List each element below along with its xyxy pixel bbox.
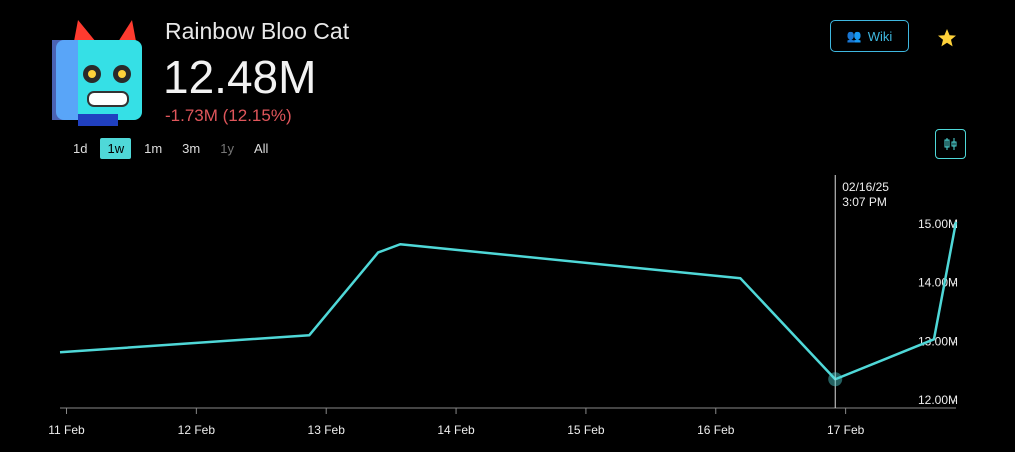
price: 12.48M xyxy=(163,51,317,103)
favorite-star[interactable] xyxy=(937,28,957,48)
item-icon xyxy=(52,20,142,126)
range-selector: 1d 1w 1m 3m 1y All xyxy=(66,138,275,159)
range-button[interactable]: 3m xyxy=(182,141,201,156)
range-button[interactable]: 1y xyxy=(220,141,234,156)
item-title: Rainbow Bloo Cat xyxy=(165,18,350,44)
x-tick-label: 13 Feb xyxy=(308,423,346,437)
y-tick-label: 14.00M xyxy=(918,276,958,290)
y-tick-label: 13.00M xyxy=(918,334,958,348)
x-tick-label: 17 Feb xyxy=(827,423,865,437)
chart-type-button[interactable] xyxy=(935,129,966,159)
x-tick-label: 11 Feb xyxy=(48,423,85,437)
chart-type-icon xyxy=(944,138,957,150)
tooltip-time: 3:07 PM xyxy=(842,195,887,209)
wiki-label: Wiki xyxy=(867,28,893,44)
range-button[interactable]: 1w xyxy=(100,138,132,159)
x-tick-label: 14 Feb xyxy=(437,423,475,437)
range-button[interactable]: All xyxy=(253,141,269,156)
wiki-button[interactable]: 👥 Wiki xyxy=(830,20,909,52)
x-tick-label: 15 Feb xyxy=(567,423,605,437)
price-line xyxy=(59,221,958,381)
price-change: -1.73M (12.15%) xyxy=(165,106,292,125)
y-tick-label: 15.00M xyxy=(918,217,958,231)
x-tick-label: 12 Feb xyxy=(178,423,216,437)
x-tick-label: 16 Feb xyxy=(697,423,735,437)
tooltip-date: 02/16/25 xyxy=(842,180,889,194)
y-tick-label: 12.00M xyxy=(918,393,958,407)
range-button[interactable]: 1d xyxy=(73,141,88,156)
range-button[interactable]: 1m xyxy=(144,141,163,156)
hover-point xyxy=(828,372,843,387)
